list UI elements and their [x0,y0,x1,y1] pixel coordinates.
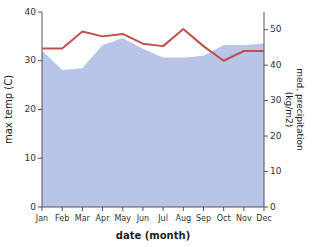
y2-axis [264,12,265,207]
x-tick-label: Jul [157,214,168,223]
x-tick [102,207,103,211]
x-tick-label: Feb [55,214,69,223]
x-tick-label: May [114,214,131,223]
y2-tick-label: 30 [270,95,282,105]
y2-tick [264,207,268,208]
y2-tick-label: 20 [270,131,282,141]
temperature-line [42,29,264,61]
y2-tick [264,171,268,172]
x-tick [42,207,43,211]
y2-tick [264,136,268,137]
y-tick-label: 20 [25,104,37,114]
x-tick-label: Dec [256,214,271,223]
y2-axis-label: med. precipitation(kg/m2) [284,68,305,150]
y2-tick [264,65,268,66]
x-tick [163,207,164,211]
x-tick-label: Nov [236,214,252,223]
y-axis-label: max temp (C) [3,75,14,144]
y-tick-label: 0 [30,202,36,212]
x-tick [203,207,204,211]
y-tick [38,109,42,110]
y2-tick-label: 10 [270,166,282,176]
y2-tick [264,29,268,30]
x-tick [183,207,184,211]
y2-tick [264,100,268,101]
x-axis-label: date (month) [116,230,190,241]
precipitation-area [42,39,264,207]
x-tick-label: Jan [35,214,48,223]
y-tick [38,60,42,61]
y2-tick-label: 50 [270,24,282,34]
x-tick-label: Aug [175,214,191,223]
x-tick [122,207,123,211]
x-tick-label: Mar [75,214,91,223]
chart: 0 10 20 30 40 0 10 20 30 40 50 Jan Feb Mar AprMay Jun Ju… [0,0,318,247]
x-tick [142,207,143,211]
x-tick [62,207,63,211]
y-tick [38,12,42,13]
x-tick-label: Oct [217,214,231,223]
x-tick-label: Jun [136,214,150,223]
x-tick [264,207,265,211]
y-tick-label: 10 [25,153,37,163]
plot-area [42,29,264,207]
x-tick [243,207,244,211]
y2-tick-label: 0 [270,202,276,212]
x-tick-label: Sep [196,214,211,223]
y-tick [38,158,42,159]
y2-tick-label: 40 [270,60,282,70]
y-tick-label: 30 [25,55,37,65]
x-tick [82,207,83,211]
y-tick [38,207,42,208]
y-tick-label: 40 [25,7,37,17]
x-axis [42,207,264,208]
x-tick [223,207,224,211]
x-tick-label: Apr [96,214,111,223]
